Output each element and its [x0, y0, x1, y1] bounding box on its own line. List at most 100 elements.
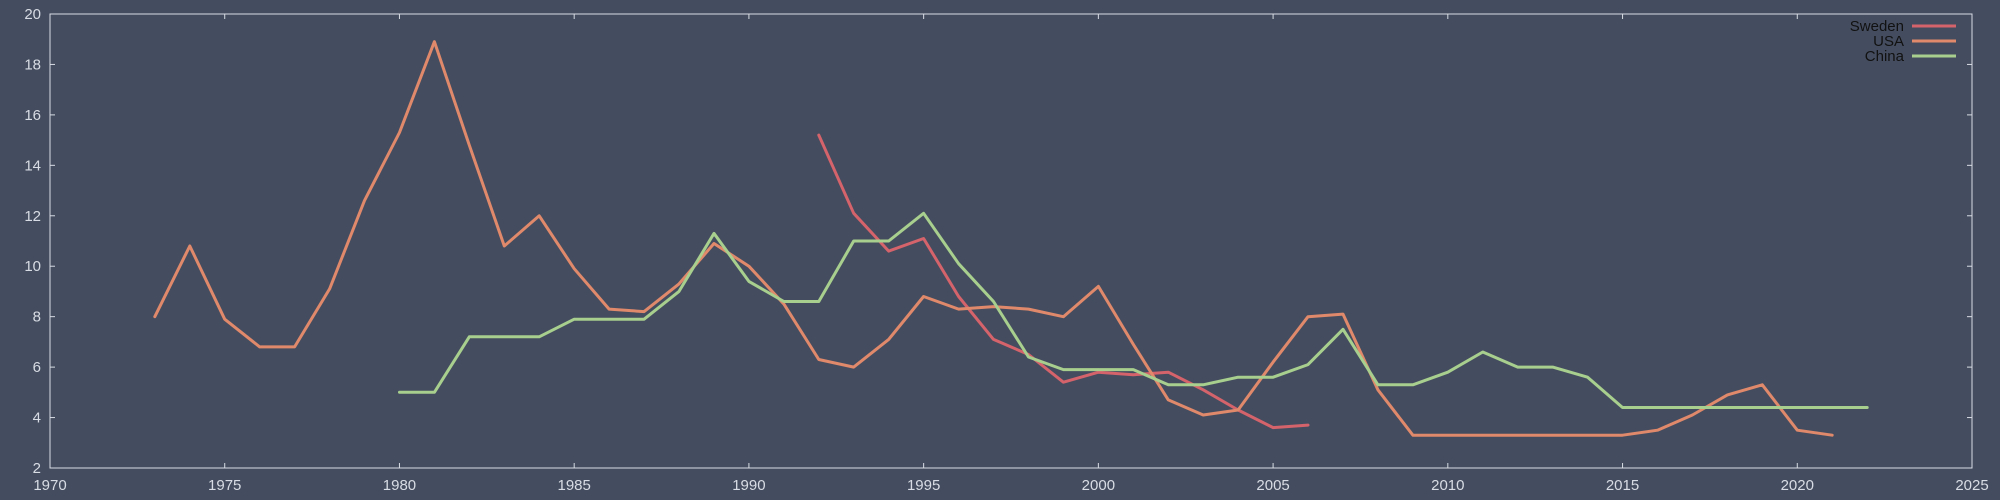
y-tick-label: 18	[24, 56, 41, 73]
data-point-usa	[1446, 434, 1449, 437]
x-tick-label: 1980	[383, 477, 416, 494]
data-point-usa	[153, 315, 156, 318]
data-point-china	[678, 290, 681, 293]
data-point-usa	[1831, 434, 1834, 437]
data-point-china	[398, 391, 401, 394]
data-point-sweden	[852, 212, 855, 215]
data-point-china	[608, 318, 611, 321]
data-point-sweden	[992, 338, 995, 341]
data-point-usa	[1726, 393, 1729, 396]
data-point-usa	[1376, 388, 1379, 391]
x-tick-label: 1985	[557, 477, 590, 494]
y-tick-label: 10	[24, 258, 41, 275]
data-point-usa	[1621, 434, 1624, 437]
x-tick-label: 2020	[1781, 477, 1814, 494]
data-point-china	[1866, 406, 1869, 409]
data-point-usa	[1167, 398, 1170, 401]
series-china	[398, 211, 1869, 409]
data-point-china	[1691, 406, 1694, 409]
data-point-sweden	[1202, 388, 1205, 391]
y-tick-label: 16	[24, 107, 41, 124]
data-point-china	[712, 232, 715, 235]
data-point-usa	[1132, 343, 1135, 346]
legend-label: USA	[1873, 33, 1904, 50]
data-point-china	[1272, 376, 1275, 379]
y-tick-label: 6	[33, 359, 41, 376]
plot-border	[49, 13, 1973, 469]
data-point-china	[538, 335, 541, 338]
series-layer	[153, 40, 1869, 437]
data-point-usa	[922, 295, 925, 298]
data-point-china	[992, 300, 995, 303]
data-point-china	[573, 318, 576, 321]
data-point-china	[817, 300, 820, 303]
data-point-usa	[1341, 313, 1344, 316]
data-point-china	[1796, 406, 1799, 409]
x-axis: 1970 1975 1980 1985 1990 1995 2000 2005 2010 2015…	[33, 14, 1989, 494]
data-point-usa	[1586, 434, 1589, 437]
data-point-usa	[1691, 414, 1694, 417]
data-point-china	[1202, 383, 1205, 386]
y-tick-label: 12	[24, 208, 41, 225]
data-point-usa	[538, 214, 541, 217]
data-point-sweden	[922, 237, 925, 240]
data-point-sweden	[957, 295, 960, 298]
data-point-usa	[1796, 429, 1799, 432]
data-point-usa	[1272, 361, 1275, 364]
data-point-sweden	[817, 134, 820, 137]
data-point-china	[1446, 371, 1449, 374]
series-usa	[153, 40, 1834, 437]
data-point-usa	[188, 245, 191, 248]
data-point-usa	[1411, 434, 1414, 437]
data-point-china	[1831, 406, 1834, 409]
series-line-usa	[153, 40, 1834, 437]
data-point-china	[1237, 376, 1240, 379]
y-tick-label: 20	[24, 6, 41, 23]
data-point-china	[1551, 366, 1554, 369]
data-point-sweden	[1132, 373, 1135, 376]
data-point-china	[1621, 406, 1624, 409]
series-line-china	[398, 211, 1869, 409]
data-point-usa	[258, 345, 261, 348]
data-point-usa	[468, 144, 471, 147]
data-point-usa	[433, 40, 436, 43]
data-point-china	[1167, 383, 1170, 386]
plot-frame	[49, 13, 1973, 469]
data-point-china	[1027, 356, 1030, 359]
data-point-usa	[293, 345, 296, 348]
series-sweden	[817, 133, 1310, 430]
data-point-sweden	[1272, 426, 1275, 429]
data-point-china	[503, 335, 506, 338]
data-point-usa	[1062, 315, 1065, 318]
data-point-usa	[887, 338, 890, 341]
data-point-usa	[817, 358, 820, 361]
legend-label: Sweden	[1850, 18, 1904, 35]
x-tick-label: 1990	[732, 477, 765, 494]
data-point-china	[1516, 366, 1519, 369]
data-point-china	[1097, 368, 1100, 371]
x-tick-label: 1970	[33, 477, 66, 494]
data-point-china	[468, 335, 471, 338]
data-point-china	[1341, 328, 1344, 331]
x-tick-label: 2005	[1256, 477, 1289, 494]
data-point-china	[887, 240, 890, 243]
data-point-china	[747, 280, 750, 283]
data-point-usa	[1516, 434, 1519, 437]
x-tick-label: 2010	[1431, 477, 1464, 494]
data-point-china	[433, 391, 436, 394]
data-point-sweden	[1062, 381, 1065, 384]
data-point-usa	[747, 265, 750, 268]
data-point-china	[1726, 406, 1729, 409]
data-point-usa	[712, 242, 715, 245]
data-point-china	[643, 318, 646, 321]
data-point-usa	[1237, 408, 1240, 411]
data-point-china	[1481, 350, 1484, 353]
data-point-china	[1062, 368, 1065, 371]
x-tick-label: 1995	[907, 477, 940, 494]
data-point-usa	[328, 287, 331, 290]
data-point-china	[1586, 376, 1589, 379]
data-point-usa	[1307, 315, 1310, 318]
data-point-usa	[1551, 434, 1554, 437]
